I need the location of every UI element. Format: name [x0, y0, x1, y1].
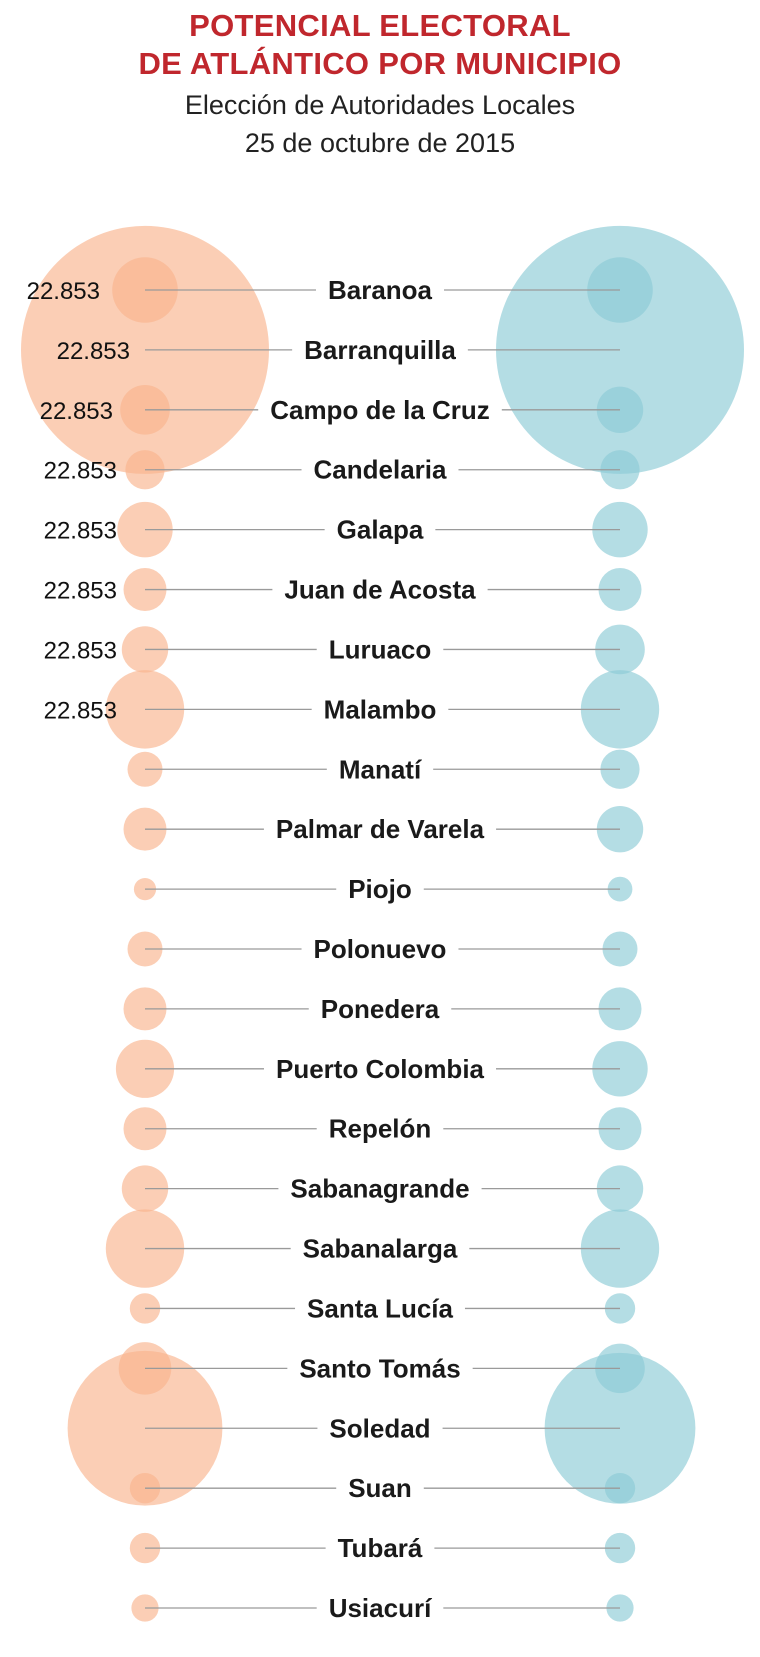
- value-label-malambo: 22.853: [44, 697, 117, 724]
- municipality-label-piojo: Piojo: [348, 874, 412, 904]
- municipality-label-puerto-colombia: Puerto Colombia: [276, 1054, 485, 1084]
- municipality-label-usiacuri: Usiacurí: [329, 1593, 432, 1623]
- chart-subtitle-line2: 25 de octubre de 2015: [244, 128, 516, 158]
- right-bubbles: [496, 225, 744, 1622]
- municipality-labels: Baranoa Barranquilla Campo de la Cruz Cande…: [270, 275, 490, 1623]
- municipality-label-malambo: Malambo: [324, 694, 437, 724]
- left-bubbles: [21, 225, 269, 1622]
- municipality-label-repelon: Repelón: [329, 1114, 432, 1144]
- municipality-label-soledad: Soledad: [329, 1413, 430, 1443]
- municipality-label-baranoa: Baranoa: [328, 275, 433, 305]
- municipality-label-ponedera: Ponedera: [321, 994, 440, 1024]
- municipality-label-palmar-de-varela: Palmar de Varela: [276, 814, 485, 844]
- municipality-label-barranquilla: Barranquilla: [304, 335, 456, 365]
- value-label-barranquilla: 22.853: [57, 338, 130, 365]
- municipality-label-galapa: Galapa: [337, 515, 424, 545]
- municipality-label-polonuevo: Polonuevo: [314, 934, 447, 964]
- municipality-label-candelaria: Candelaria: [314, 455, 447, 485]
- value-label-galapa: 22.853: [44, 518, 117, 545]
- value-label-campo-de-la-cruz: 22.853: [40, 398, 113, 425]
- municipality-label-sabanagrande: Sabanagrande: [290, 1174, 469, 1204]
- chart-title-line2: DE ATLÁNTICO POR MUNICIPIO: [138, 46, 622, 81]
- municipality-label-santo-tomas: Santo Tomás: [299, 1353, 460, 1383]
- value-label-juan-de-acosta: 22.853: [44, 578, 117, 605]
- municipality-label-juan-de-acosta: Juan de Acosta: [284, 575, 476, 605]
- municipality-label-campo-de-la-cruz: Campo de la Cruz: [270, 395, 490, 425]
- value-label-luruaco: 22.853: [44, 637, 117, 664]
- municipality-label-manati: Manatí: [339, 754, 422, 784]
- municipality-label-tubara: Tubará: [338, 1533, 423, 1563]
- chart-title-line1: POTENCIAL ELECTORAL: [189, 8, 571, 43]
- municipality-label-sabanalarga: Sabanalarga: [303, 1234, 458, 1264]
- chart-subtitle-line1: Elección de Autoridades Locales: [184, 90, 576, 120]
- value-label-baranoa: 22.853: [27, 278, 100, 305]
- municipality-label-santa-lucia: Santa Lucía: [307, 1293, 453, 1323]
- connector-lines: [145, 289, 620, 1609]
- value-label-candelaria: 22.853: [44, 458, 117, 485]
- municipality-label-suan: Suan: [348, 1473, 412, 1503]
- value-labels: 22.853 22.853 22.853 22.853 22.853 22.853 22.8…: [27, 278, 130, 724]
- municipality-label-luruaco: Luruaco: [329, 634, 432, 664]
